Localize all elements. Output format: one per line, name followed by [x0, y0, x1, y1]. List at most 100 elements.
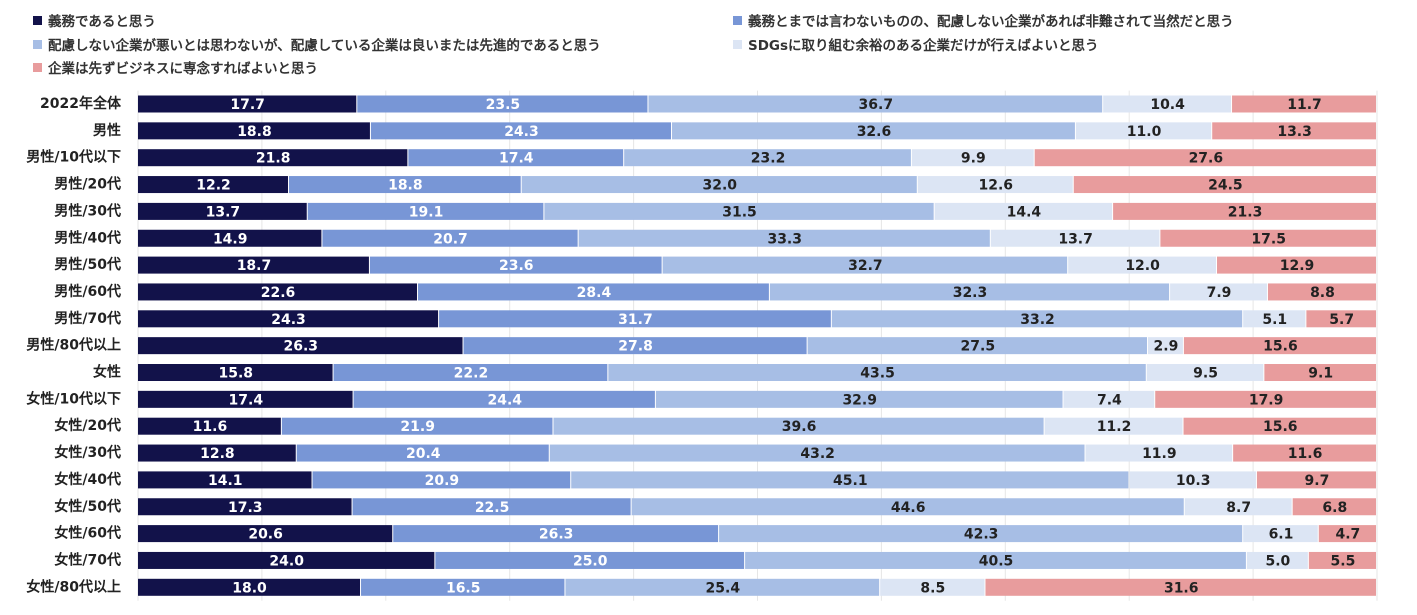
- data-label: 5.0: [1265, 553, 1290, 569]
- data-label: 14.4: [1007, 204, 1042, 220]
- bar-segment: [549, 444, 1085, 462]
- data-label: 27.5: [961, 339, 996, 355]
- bar-segment: [281, 417, 553, 435]
- data-label: 31.6: [1164, 580, 1199, 596]
- data-label: 8.5: [920, 580, 945, 596]
- data-label: 17.7: [230, 97, 265, 113]
- data-label: 21.3: [1228, 204, 1263, 220]
- bar-segment: [521, 176, 917, 194]
- data-label: 22.5: [475, 500, 510, 516]
- legend-label-business: 企業は先ずビジネスに専念すればよいと思う: [48, 61, 318, 77]
- data-label: 20.6: [248, 527, 283, 543]
- data-label: 2.9: [1154, 339, 1179, 355]
- data-label: 39.6: [782, 419, 817, 435]
- bar-segment: [1292, 498, 1376, 516]
- category-label: 女性/40代: [54, 471, 121, 488]
- category-label: 女性/20代: [54, 417, 121, 434]
- data-label: 20.7: [433, 231, 468, 247]
- category-label: 男性: [93, 122, 121, 139]
- bar-segment: [138, 417, 281, 435]
- data-label: 15.8: [219, 366, 254, 382]
- bar-segment: [289, 176, 521, 194]
- data-label: 16.5: [446, 580, 481, 596]
- bar-segment: [1318, 525, 1376, 543]
- data-label: 9.9: [961, 151, 986, 167]
- bar-segment: [1212, 122, 1376, 140]
- data-label: 43.2: [800, 446, 835, 462]
- bar-segment: [1306, 310, 1376, 328]
- legend-swatch-advanced: [33, 39, 42, 49]
- category-label: 女性/80代以上: [26, 578, 121, 595]
- data-label: 9.7: [1305, 473, 1330, 489]
- bar-segment: [408, 149, 624, 167]
- data-label: 33.2: [1020, 312, 1055, 328]
- category-label: 女性/30代: [54, 444, 121, 461]
- bar-segment: [435, 551, 745, 569]
- bar-segment: [322, 229, 578, 247]
- legend-item-capacity: SDGsに取り組む余裕のある企業だけが行えばよいと思う: [733, 34, 1099, 54]
- data-label: 17.4: [499, 151, 534, 167]
- data-label: 14.1: [208, 473, 243, 489]
- bar-segment: [370, 122, 672, 140]
- bar-segment: [631, 498, 1184, 516]
- bar-segment: [138, 149, 408, 167]
- category-label: 男性/10代以下: [26, 149, 121, 166]
- bar-segment: [138, 444, 296, 462]
- data-label: 36.7: [859, 97, 894, 113]
- bar-segment: [544, 202, 934, 220]
- bar-segment: [333, 364, 608, 381]
- data-label: 44.6: [891, 500, 926, 516]
- data-label: 11.6: [1288, 446, 1323, 462]
- bar-segment: [1183, 417, 1376, 435]
- data-label: 4.7: [1335, 527, 1360, 543]
- data-label: 26.3: [539, 527, 574, 543]
- bar-segment: [138, 122, 370, 140]
- legend-item-criticism: 義務とまでは言わないものの、配慮しない企業があれば非難されて当然だと思う: [733, 10, 1234, 30]
- data-label: 18.8: [237, 124, 272, 140]
- bar-segment: [553, 417, 1044, 435]
- bar-segment: [1183, 337, 1376, 355]
- chart-category-labels: 2022年全体男性男性/10代以下男性/20代男性/30代男性/40代男性/50…: [26, 95, 122, 595]
- bar-segment: [138, 471, 312, 489]
- bar-segment: [361, 578, 565, 596]
- category-label: 女性/50代: [54, 498, 121, 515]
- bar-segment: [138, 364, 333, 381]
- legend-item-advanced: 配慮しない企業が悪いとは思わないが、配慮している企業は良いまたは先進的であると思…: [33, 34, 601, 54]
- legend-swatch-criticism: [733, 15, 742, 25]
- data-label: 5.7: [1329, 312, 1354, 328]
- bar-segment: [745, 551, 1246, 569]
- bar-segment: [769, 283, 1170, 301]
- data-label: 24.5: [1208, 178, 1243, 194]
- bar-segment: [393, 525, 719, 543]
- bar-segment: [1243, 310, 1306, 328]
- data-label: 23.5: [486, 97, 521, 113]
- chart-bars: 17.7 23.5 36.7 10.4 11.7 18.8 24.3 32.6 11.0 13.3…: [138, 95, 1376, 596]
- bar-segment: [807, 337, 1148, 355]
- legend-item-business: 企業は先ずビジネスに専念すればよいと思う: [33, 57, 318, 77]
- data-label: 5.5: [1331, 553, 1356, 569]
- data-label: 12.8: [200, 446, 235, 462]
- data-label: 40.5: [979, 553, 1014, 569]
- bar-segment: [1170, 283, 1267, 301]
- bar-segment: [1256, 471, 1376, 489]
- data-label: 12.6: [978, 178, 1013, 194]
- category-label: 男性/30代: [54, 202, 121, 219]
- data-label: 25.0: [573, 553, 608, 569]
- bar-segment: [1243, 525, 1318, 543]
- data-label: 18.8: [388, 178, 423, 194]
- data-label: 21.9: [400, 419, 435, 435]
- bar-segment: [655, 390, 1063, 408]
- data-label: 23.6: [499, 258, 534, 274]
- data-label: 17.3: [228, 500, 263, 516]
- data-label: 7.9: [1207, 285, 1232, 301]
- bar-segment: [1246, 551, 1308, 569]
- category-label: 2022年全体: [40, 95, 122, 112]
- legend-item-duty: 義務であると思う: [33, 10, 156, 30]
- data-label: 6.1: [1269, 527, 1294, 543]
- category-label: 男性/20代: [54, 176, 121, 193]
- bar-segment: [138, 525, 393, 543]
- data-label: 23.2: [751, 151, 786, 167]
- bar-segment: [1129, 471, 1256, 489]
- legend-swatch-business: [33, 62, 42, 72]
- bar-segment: [1155, 390, 1376, 408]
